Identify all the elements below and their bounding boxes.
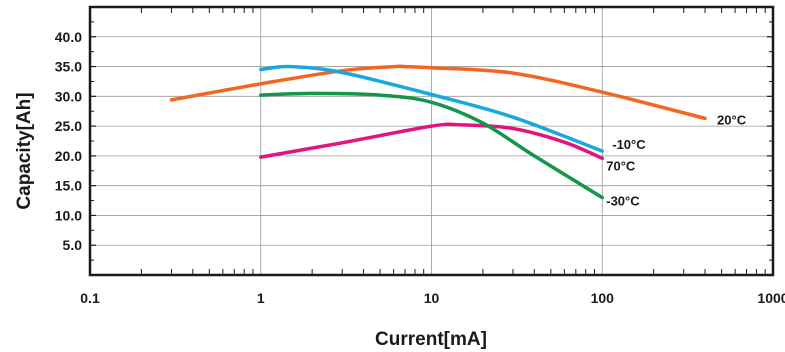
x-tick-label: 10 — [424, 290, 440, 306]
series-line — [259, 91, 605, 200]
series-layer — [169, 64, 707, 200]
y-tick-label: 20.0 — [55, 148, 82, 164]
series-label: 70°C — [606, 158, 636, 173]
x-axis-title: Current[mA] — [375, 329, 487, 350]
series-label: -30°C — [606, 194, 640, 209]
y-tick-label: 35.0 — [55, 59, 82, 75]
x-tick-label: 0.1 — [80, 290, 100, 306]
y-tick-label: 5.0 — [63, 237, 83, 253]
series-label: -10°C — [612, 137, 646, 152]
series-label-layer: 20°C -10°C 70°C -30°C — [606, 112, 746, 208]
plot-frame — [88, 5, 775, 277]
grid-layer — [90, 7, 773, 275]
x-tick-label: 1 — [257, 290, 265, 306]
y-tick-label: 40.0 — [55, 29, 82, 45]
x-tick-label: 1000 — [757, 290, 785, 306]
y-tick-label: 10.0 — [55, 207, 82, 223]
x-tick-label: 100 — [591, 290, 615, 306]
y-tick-label: 15.0 — [55, 178, 82, 194]
series-line — [259, 122, 605, 161]
series-line — [259, 64, 605, 153]
y-axis-title: Capacity[Ah] — [14, 92, 35, 209]
y-tick-label: 30.0 — [55, 88, 82, 104]
tick-label-layer: 0.1 1 10 100 1000 5.0 10.0 15.0 20.0 25.0 30.0 35.0… — [55, 29, 785, 306]
y-tick-label: 25.0 — [55, 118, 82, 134]
series-label: 20°C — [717, 112, 747, 127]
series-line — [169, 64, 707, 121]
